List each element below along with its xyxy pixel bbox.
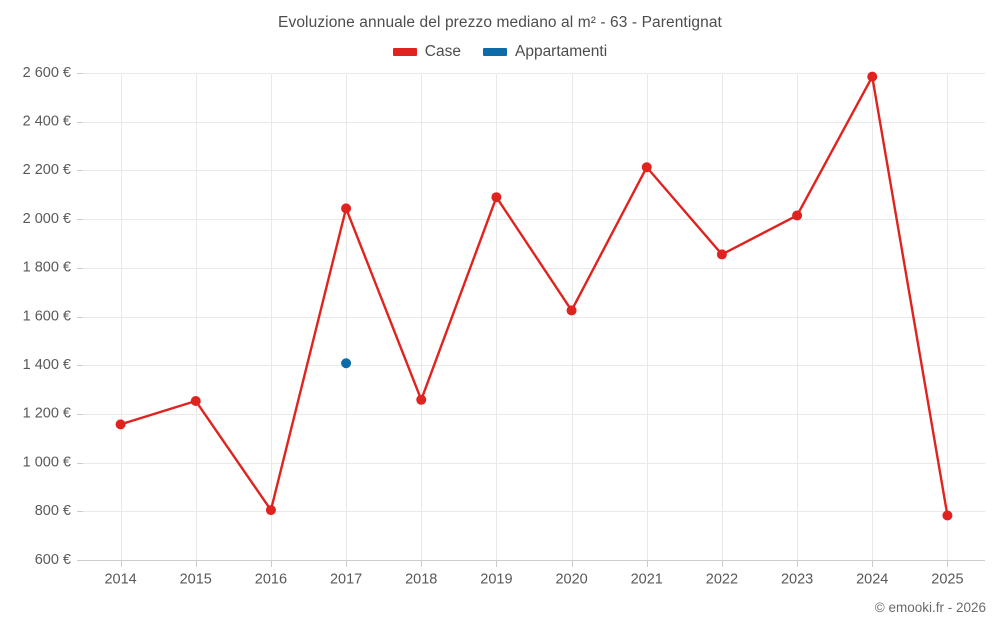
x-axis-labels: 2014 2015 2016 2017 2018 2019 2020 2021 2022 2023…	[104, 572, 963, 588]
x-tick-label: 2018	[405, 572, 437, 588]
chart-title: Evoluzione annuale del prezzo mediano al…	[278, 14, 722, 31]
x-gridlines	[121, 73, 948, 560]
legend-swatch-appartamenti	[482, 48, 507, 56]
x-tick-label: 2019	[480, 572, 512, 588]
legend-label-case: Case	[424, 43, 461, 60]
y-tick-label: 1 000 €	[23, 454, 71, 470]
data-point[interactable]	[942, 510, 953, 521]
x-tick-label: 2025	[931, 572, 963, 588]
y-tick-label: 1 200 €	[23, 406, 71, 422]
data-point[interactable]	[341, 203, 352, 214]
data-point[interactable]	[867, 71, 878, 82]
axis-lines	[77, 73, 985, 567]
y-tick-label: 1 600 €	[23, 308, 71, 324]
y-tick-label: 1 400 €	[23, 357, 71, 373]
x-tick-label: 2016	[255, 572, 287, 588]
data-point[interactable]	[416, 394, 427, 405]
legend-item-case[interactable]: Case	[392, 43, 461, 61]
x-tick-label: 2014	[104, 572, 136, 588]
y-tick-label: 2 000 €	[23, 211, 71, 227]
y-tick-label: 1 800 €	[23, 260, 71, 276]
series-lines	[119, 75, 949, 517]
y-tick-label: 800 €	[35, 503, 71, 519]
x-tick-label: 2015	[180, 572, 212, 588]
data-point[interactable]	[115, 419, 126, 430]
x-tick-label: 2023	[781, 572, 813, 588]
x-tick-label: 2022	[706, 572, 738, 588]
data-point[interactable]	[341, 358, 352, 369]
data-point[interactable]	[491, 192, 502, 203]
series-markers	[115, 71, 953, 521]
chart-legend: Case Appartamenti	[0, 43, 1000, 61]
data-point[interactable]	[190, 395, 201, 406]
data-point[interactable]	[641, 162, 652, 173]
legend-item-appartamenti[interactable]: Appartamenti	[482, 43, 608, 61]
data-point[interactable]	[566, 305, 577, 316]
data-point[interactable]	[716, 249, 727, 260]
y-tick-label: 2 200 €	[23, 162, 71, 178]
y-axis-labels: 600 € 800 € 1 000 € 1 200 € 1 400 € 1 600 € 1 …	[23, 65, 71, 568]
x-tick-label: 2017	[330, 572, 362, 588]
x-tick-label: 2020	[555, 572, 587, 588]
series-line-case	[119, 75, 949, 517]
x-tick-label: 2021	[631, 572, 663, 588]
x-tick-label: 2024	[856, 572, 888, 588]
legend-label-appartamenti: Appartamenti	[514, 43, 608, 60]
data-point[interactable]	[265, 505, 276, 516]
y-tick-label: 2 600 €	[23, 65, 71, 81]
y-gridlines	[83, 73, 985, 561]
legend-swatch-case	[392, 48, 417, 56]
y-tick-label: 2 400 €	[23, 114, 71, 130]
data-point[interactable]	[792, 210, 803, 221]
footer-credit: © emooki.fr - 2026	[874, 600, 986, 615]
y-tick-label: 600 €	[35, 552, 71, 568]
